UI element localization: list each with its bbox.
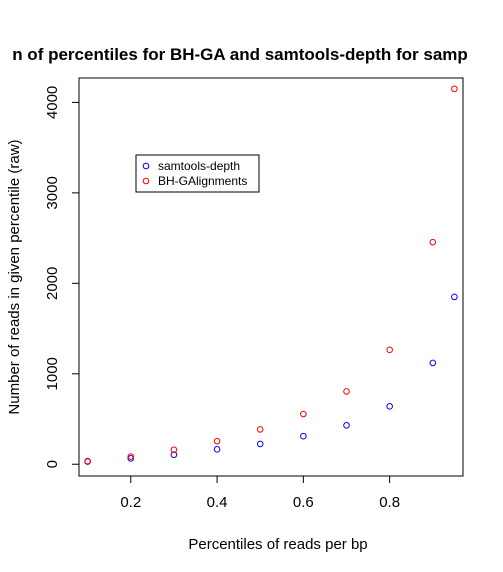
x-tick-label: 0.4 [207,494,228,511]
point-bh-galignments [256,426,264,433]
point-samtools-depth [386,403,393,410]
point-samtools-depth [343,422,350,429]
chart-title: n of percentiles for BH-GA and samtools-… [12,45,468,64]
y-axis-label: Number of reads in given percentile (raw… [6,139,23,414]
legend-box [135,154,260,193]
point-bh-galignments [213,437,221,445]
legend-label-bh-galignments: BH-GAlignments [158,174,247,188]
y-tick-label: 2000 [44,267,61,300]
legend-marker-bh-galignments [142,177,150,185]
y-tick-label: 1000 [44,357,61,390]
y-tick-label: 3000 [44,176,61,209]
point-bh-galignments [429,238,437,246]
legend: samtools-depth BH-GAlignments [135,154,260,193]
point-bh-galignments [300,410,307,418]
point-samtools-depth [213,446,221,453]
point-bh-galignments [451,85,458,93]
point-samtools-depth [451,293,458,301]
x-tick-label: 0.2 [120,494,141,511]
point-bh-galignments [84,457,91,465]
point-samtools-depth [170,451,178,459]
point-samtools-depth [429,359,437,367]
data-points [84,85,458,465]
x-axis-label: Percentiles of reads per bp [188,536,367,553]
y-axis: 0 1000 2000 3000 4000 [44,86,79,468]
point-bh-galignments [127,453,135,460]
point-samtools-depth [127,455,135,462]
x-tick-label: 0.8 [379,494,400,511]
legend-label-samtools-depth: samtools-depth [158,159,240,173]
y-tick-label: 0 [44,460,61,468]
point-bh-galignments [170,446,178,454]
plot-frame [78,77,464,477]
point-bh-galignments [386,346,393,354]
point-samtools-depth [300,432,307,440]
point-samtools-depth [256,440,264,448]
x-tick-label: 0.6 [293,494,314,511]
legend-marker-samtools-depth [142,162,150,170]
x-axis: 0.2 0.4 0.6 0.8 [120,476,400,511]
y-tick-label: 4000 [44,86,61,119]
point-bh-galignments [343,388,350,395]
